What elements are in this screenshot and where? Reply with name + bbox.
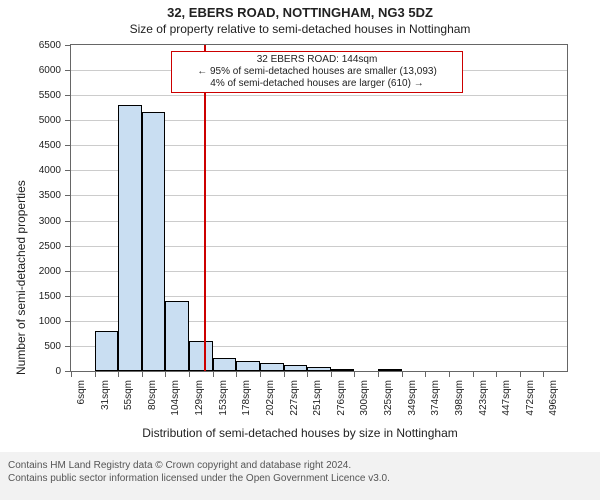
x-tick-label: 202sqm (265, 380, 276, 420)
histogram-bar (142, 112, 166, 371)
plot-area: 32 EBERS ROAD: 144sqm← 95% of semi-detac… (70, 44, 568, 372)
x-tick-label: 472sqm (525, 380, 536, 420)
y-tick-label: 1000 (39, 316, 61, 327)
x-tick-label: 300sqm (359, 380, 370, 420)
y-tick-mark (65, 221, 70, 222)
x-tick-mark (543, 372, 544, 377)
x-tick-label: 423sqm (478, 380, 489, 420)
y-tick-mark (65, 371, 70, 372)
x-tick-mark (236, 372, 237, 377)
x-tick-mark (520, 372, 521, 377)
histogram-bar (307, 367, 331, 372)
y-tick-label: 5500 (39, 90, 61, 101)
x-tick-label: 447sqm (501, 380, 512, 420)
y-tick-mark (65, 170, 70, 171)
y-axis-label: Number of semi-detached properties (14, 180, 28, 375)
attribution-line-2: Contains public sector information licen… (8, 473, 600, 486)
y-tick-label: 5000 (39, 115, 61, 126)
histogram-bar (165, 301, 189, 371)
x-tick-label: 129sqm (194, 380, 205, 420)
x-tick-mark (449, 372, 450, 377)
x-tick-label: 251sqm (312, 380, 323, 420)
y-tick-mark (65, 321, 70, 322)
x-tick-label: 398sqm (454, 380, 465, 420)
y-tick-mark (65, 45, 70, 46)
y-tick-label: 3500 (39, 190, 61, 201)
annotation-line-3: 4% of semi-detached houses are larger (6… (174, 78, 460, 90)
annotation-line-1: 32 EBERS ROAD: 144sqm (174, 54, 460, 66)
y-tick-label: 0 (55, 366, 61, 377)
histogram-bar (236, 361, 260, 371)
y-tick-label: 3000 (39, 216, 61, 227)
histogram-bar (189, 341, 213, 371)
histogram-bar (118, 105, 142, 371)
histogram-bar (213, 358, 237, 371)
x-tick-label: 6sqm (76, 380, 87, 420)
y-tick-mark (65, 120, 70, 121)
x-tick-mark (425, 372, 426, 377)
x-tick-label: 496sqm (548, 380, 559, 420)
x-tick-mark (189, 372, 190, 377)
x-tick-mark (496, 372, 497, 377)
x-tick-mark (331, 372, 332, 377)
y-tick-label: 4000 (39, 165, 61, 176)
page-title: 32, EBERS ROAD, NOTTINGHAM, NG3 5DZ (0, 5, 600, 20)
histogram-bar (95, 331, 119, 371)
x-tick-mark (354, 372, 355, 377)
y-tick-label: 6500 (39, 40, 61, 51)
x-tick-label: 178sqm (241, 380, 252, 420)
y-tick-mark (65, 271, 70, 272)
attribution-block: Contains HM Land Registry data © Crown c… (0, 452, 600, 500)
histogram-bar (260, 363, 284, 371)
y-tick-label: 6000 (39, 65, 61, 76)
y-tick-mark (65, 195, 70, 196)
y-tick-mark (65, 95, 70, 96)
x-tick-mark (165, 372, 166, 377)
gridline-h (71, 95, 567, 96)
x-tick-label: 104sqm (170, 380, 181, 420)
x-tick-mark (142, 372, 143, 377)
x-tick-mark (284, 372, 285, 377)
x-tick-label: 276sqm (336, 380, 347, 420)
x-tick-label: 349sqm (407, 380, 418, 420)
x-tick-mark (95, 372, 96, 377)
histogram-bar (378, 369, 402, 372)
histogram-bar (331, 369, 355, 372)
x-tick-label: 153sqm (218, 380, 229, 420)
x-tick-mark (307, 372, 308, 377)
annotation-line-2: ← 95% of semi-detached houses are smalle… (174, 66, 460, 78)
y-tick-label: 1500 (39, 291, 61, 302)
attribution-line-1: Contains HM Land Registry data © Crown c… (8, 460, 600, 473)
y-tick-mark (65, 145, 70, 146)
reference-line (204, 45, 206, 371)
y-tick-mark (65, 70, 70, 71)
x-tick-label: 31sqm (100, 380, 111, 420)
x-tick-mark (71, 372, 72, 377)
histogram-bar (284, 365, 308, 371)
page-subtitle: Size of property relative to semi-detach… (0, 22, 600, 36)
x-axis-label: Distribution of semi-detached houses by … (0, 426, 600, 440)
x-tick-mark (213, 372, 214, 377)
x-tick-label: 374sqm (430, 380, 441, 420)
x-tick-mark (473, 372, 474, 377)
x-tick-mark (378, 372, 379, 377)
y-tick-label: 4500 (39, 140, 61, 151)
y-tick-mark (65, 346, 70, 347)
x-tick-label: 227sqm (289, 380, 300, 420)
x-tick-mark (118, 372, 119, 377)
x-tick-mark (402, 372, 403, 377)
x-tick-label: 55sqm (123, 380, 134, 420)
y-tick-label: 500 (44, 341, 61, 352)
x-tick-label: 325sqm (383, 380, 394, 420)
y-tick-mark (65, 296, 70, 297)
x-tick-label: 80sqm (147, 380, 158, 420)
x-tick-mark (260, 372, 261, 377)
y-tick-label: 2000 (39, 266, 61, 277)
annotation-box: 32 EBERS ROAD: 144sqm← 95% of semi-detac… (171, 51, 463, 93)
y-tick-label: 2500 (39, 241, 61, 252)
y-tick-mark (65, 246, 70, 247)
